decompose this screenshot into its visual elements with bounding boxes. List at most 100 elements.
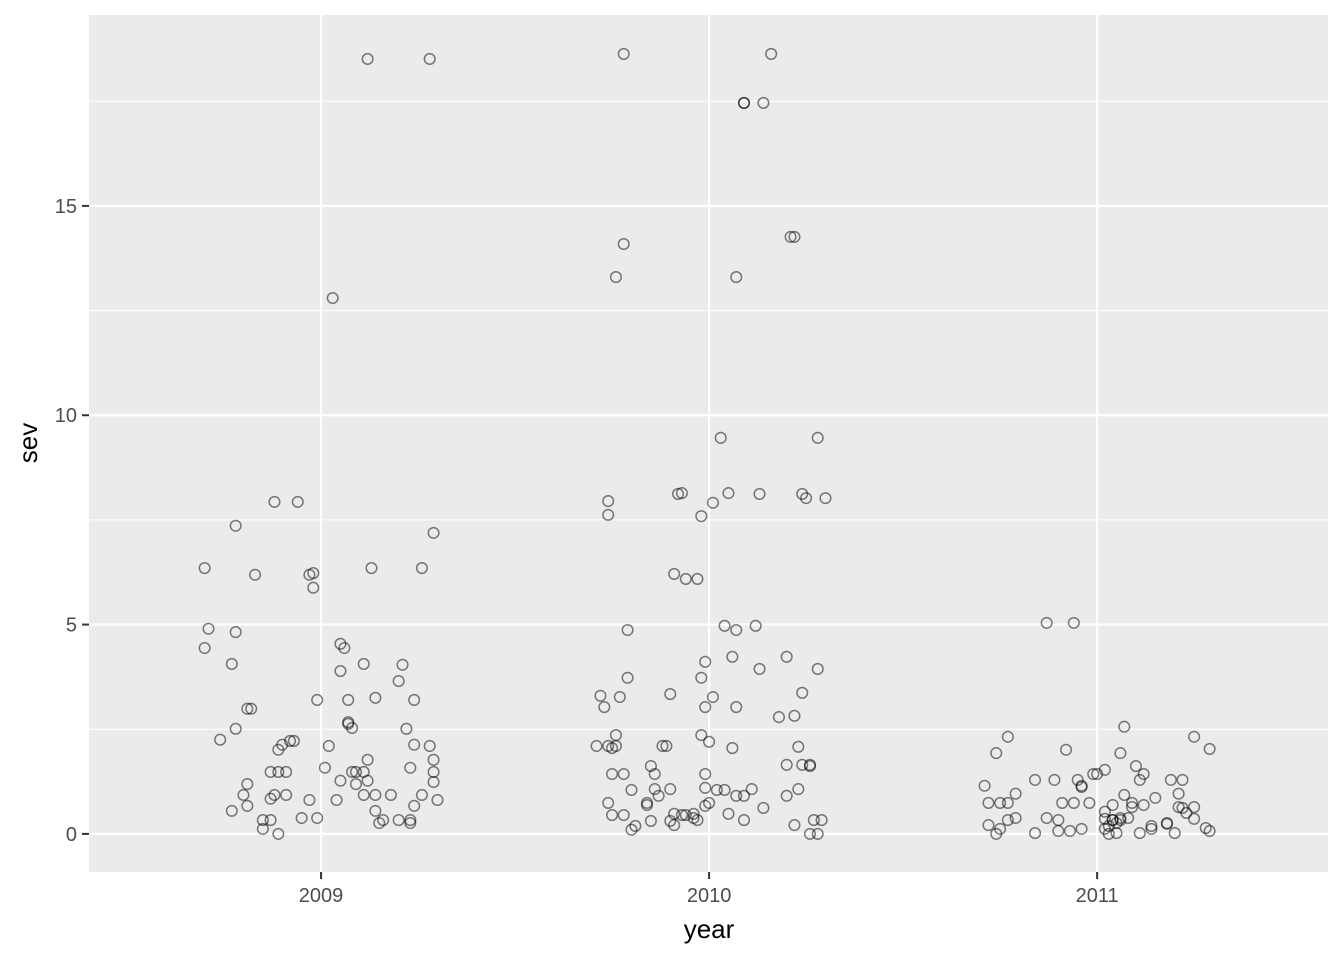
point: [757, 96, 770, 109]
point: [722, 807, 735, 820]
point: [730, 700, 743, 714]
point: [982, 796, 995, 809]
point: [602, 796, 615, 809]
point: [1145, 819, 1158, 832]
point: [303, 793, 316, 807]
point: [404, 761, 417, 774]
point: [1052, 824, 1065, 838]
point: [703, 735, 716, 748]
point: [423, 52, 436, 66]
point: [1106, 814, 1119, 827]
point: [602, 495, 615, 508]
point: [668, 807, 681, 820]
point: [753, 487, 766, 500]
point: [408, 738, 421, 751]
point: [1048, 773, 1061, 786]
point: [780, 650, 793, 663]
point: [815, 814, 828, 827]
point: [648, 783, 661, 796]
point: [1129, 760, 1142, 773]
point: [287, 734, 300, 748]
point: [349, 765, 363, 778]
point: [415, 562, 428, 575]
point: [753, 662, 766, 675]
point: [415, 788, 428, 802]
point: [644, 814, 657, 827]
point: [1067, 616, 1080, 629]
point: [982, 819, 995, 832]
point: [1168, 827, 1181, 840]
point: [745, 783, 758, 796]
point: [792, 740, 805, 753]
point: [291, 495, 304, 508]
point: [1001, 796, 1014, 809]
point: [617, 809, 630, 822]
point: [198, 562, 211, 575]
point: [361, 774, 374, 787]
point: [272, 827, 285, 840]
point: [664, 814, 677, 827]
point: [590, 739, 603, 753]
point: [726, 742, 739, 755]
point: [613, 690, 626, 704]
point: [1040, 811, 1053, 825]
point: [648, 767, 661, 781]
point: [1137, 767, 1150, 781]
point: [1160, 816, 1174, 830]
point: [1172, 787, 1185, 800]
point: [1122, 811, 1135, 825]
point: [427, 526, 440, 539]
point: [718, 619, 731, 632]
point: [722, 487, 735, 500]
point: [699, 767, 712, 781]
point: [229, 722, 242, 735]
point: [594, 689, 607, 702]
point: [268, 788, 281, 802]
point: [1118, 720, 1131, 733]
point: [369, 691, 382, 704]
point: [1028, 773, 1042, 786]
point: [334, 637, 347, 650]
point: [1098, 805, 1111, 818]
point: [307, 581, 320, 594]
point: [1087, 767, 1100, 781]
point: [214, 733, 227, 746]
y-tick-label: 15: [55, 196, 77, 218]
point: [699, 655, 712, 668]
point: [617, 237, 630, 251]
point: [699, 781, 712, 794]
point: [1098, 763, 1111, 776]
point: [1001, 730, 1014, 743]
point: [675, 487, 688, 500]
point: [1133, 827, 1146, 840]
point: [796, 758, 809, 771]
point: [295, 811, 308, 825]
point: [994, 822, 1007, 835]
point: [1009, 787, 1022, 800]
point: [1188, 812, 1201, 825]
point: [772, 711, 785, 724]
point: [1188, 801, 1201, 814]
point: [679, 572, 692, 585]
point: [1118, 788, 1131, 802]
point: [384, 788, 397, 802]
point: [695, 671, 708, 684]
point: [609, 271, 623, 284]
point: [229, 626, 242, 639]
point: [1125, 796, 1139, 809]
point: [249, 568, 262, 581]
point: [377, 814, 390, 827]
point: [730, 623, 743, 637]
point: [280, 765, 293, 778]
point: [365, 562, 378, 575]
point: [695, 729, 708, 742]
point: [229, 519, 242, 532]
point: [699, 799, 712, 812]
point: [311, 811, 324, 825]
point: [703, 796, 716, 809]
point: [423, 739, 436, 753]
point: [749, 619, 762, 632]
point: [330, 793, 343, 807]
y-tick-label: 5: [66, 615, 77, 637]
point: [198, 641, 211, 655]
